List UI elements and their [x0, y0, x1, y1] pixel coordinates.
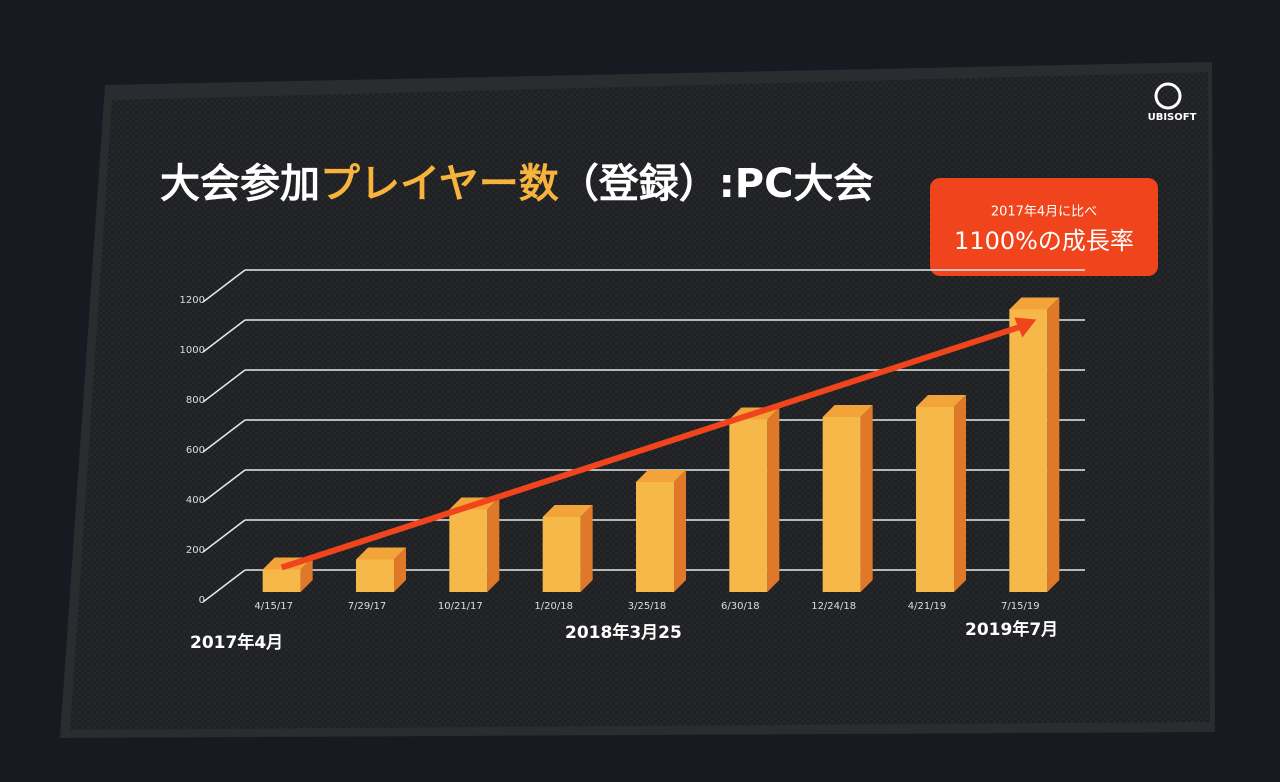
bar	[262, 569, 301, 592]
bar-top	[822, 405, 873, 417]
bar-top	[356, 547, 406, 560]
callout-line: 2017年4月に比べ	[991, 205, 1097, 220]
y-tick-label: 400	[186, 495, 205, 506]
bar-side	[394, 547, 406, 592]
x-tick-label: 3/25/18	[628, 601, 667, 612]
bar	[542, 517, 581, 592]
bar	[1009, 309, 1048, 592]
y-tick-label: 1200	[180, 295, 205, 306]
title-part: プレイヤー数	[320, 161, 559, 207]
grid-line	[202, 269, 246, 303]
logo-text: UBISOFT	[1148, 112, 1197, 123]
bar	[356, 559, 394, 592]
bar-side	[580, 505, 593, 592]
x-tick-label: 7/15/19	[1001, 601, 1040, 612]
x-tick-label: 7/29/17	[348, 601, 387, 612]
grid-line	[202, 469, 246, 503]
y-tick-label: 200	[186, 545, 205, 556]
x-tick-label: 6/30/18	[721, 601, 760, 612]
bar	[636, 482, 674, 592]
y-tick-label: 1000	[180, 345, 205, 356]
x-tick-label: 4/15/17	[254, 601, 293, 612]
bar-side	[1047, 297, 1060, 592]
bar-side	[767, 407, 780, 592]
date-annotation: 2019年7月	[965, 619, 1058, 640]
logo-mark	[1154, 82, 1182, 110]
bar-side	[300, 557, 313, 592]
bar	[729, 419, 768, 592]
bar	[449, 509, 488, 592]
trend-arrow	[280, 322, 1026, 571]
bar-top	[542, 505, 593, 517]
grid-line	[202, 419, 246, 453]
grid-line	[202, 369, 246, 403]
y-tick-label: 600	[186, 445, 205, 456]
x-tick-label: 4/21/19	[908, 601, 947, 612]
bar-top	[916, 395, 966, 407]
bar	[822, 417, 861, 592]
bar-side	[860, 405, 873, 592]
bar-side	[674, 470, 686, 592]
date-annotation: 2017年4月	[190, 632, 283, 653]
callout-line: 1100%の成長率	[954, 227, 1134, 255]
trend-arrow-head	[1014, 317, 1037, 338]
bar	[916, 407, 954, 592]
x-tick-label: 12/24/18	[811, 601, 856, 612]
bar-side	[487, 497, 500, 592]
title-part: （登録）:PC大会	[559, 161, 874, 207]
grid-line	[202, 319, 246, 353]
y-tick-label: 0	[199, 595, 205, 606]
title-part: 大会参加	[160, 161, 320, 207]
chart-title: 大会参加プレイヤー数（登録）:PC大会	[160, 161, 873, 207]
bar-top	[636, 470, 686, 482]
x-tick-label: 10/21/17	[438, 601, 483, 612]
bar-side	[954, 395, 966, 592]
grid-line	[202, 569, 246, 603]
callout-box	[930, 178, 1158, 276]
bar-top	[1009, 297, 1060, 310]
x-tick-label: 1/20/18	[534, 601, 573, 612]
grid-line	[202, 519, 246, 553]
y-tick-label: 800	[186, 395, 205, 406]
date-annotation: 2018年3月25	[565, 622, 682, 643]
